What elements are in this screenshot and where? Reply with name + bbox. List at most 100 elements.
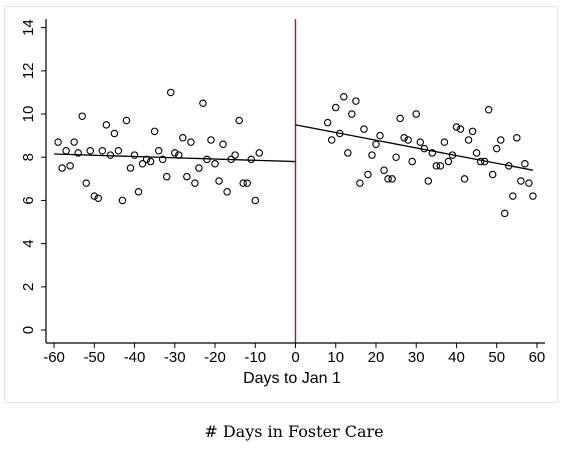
data-point — [436, 162, 445, 170]
data-point — [58, 164, 66, 172]
x-tick-label: 20 — [368, 349, 385, 366]
y-tick-label: 4 — [20, 239, 37, 247]
data-point — [380, 166, 388, 174]
data-point — [162, 172, 171, 181]
fit-lines — [54, 124, 534, 171]
data-point — [74, 149, 82, 157]
data-point — [404, 136, 412, 144]
data-point — [412, 110, 420, 118]
x-tick-label: 40 — [448, 349, 465, 366]
data-point — [158, 155, 167, 164]
data-point — [492, 144, 501, 153]
data-point — [231, 151, 239, 159]
data-point — [344, 149, 352, 157]
x-tick-label: -20 — [204, 349, 226, 366]
y-tick-label: 2 — [20, 283, 37, 291]
data-point — [472, 149, 481, 157]
data-point — [525, 179, 533, 187]
x-tick-label: 0 — [291, 349, 299, 366]
x-tick-label: -50 — [83, 349, 105, 366]
data-point — [82, 179, 90, 187]
data-point — [323, 118, 332, 127]
data-point — [114, 147, 123, 155]
data-point — [122, 116, 131, 125]
data-point — [488, 170, 497, 179]
data-point — [513, 134, 521, 142]
data-point — [219, 140, 227, 149]
data-point — [440, 138, 449, 146]
data-point — [340, 93, 348, 101]
data-point — [215, 177, 223, 185]
data-point — [187, 138, 195, 146]
data-point — [94, 194, 103, 203]
data-point — [480, 157, 489, 166]
data-point — [424, 177, 433, 185]
x-tick-label: 10 — [327, 349, 344, 366]
x-axis-title: Days to Jan 1 — [243, 370, 341, 387]
data-point — [456, 125, 465, 133]
data-point — [54, 138, 62, 146]
data-point — [126, 164, 135, 172]
data-point — [191, 179, 199, 187]
data-point — [348, 110, 356, 118]
data-point — [392, 153, 400, 161]
data-point — [227, 155, 235, 164]
data-point — [336, 129, 344, 138]
fit-line — [295, 124, 534, 171]
y-tick-label: 0 — [20, 326, 37, 334]
data-point — [420, 144, 429, 153]
x-tick-label: 60 — [529, 349, 546, 366]
data-point — [360, 125, 368, 133]
data-point — [400, 134, 408, 142]
chart-frame — [4, 6, 558, 403]
data-point — [448, 151, 457, 159]
data-point — [468, 127, 477, 136]
data-point — [428, 149, 437, 157]
data-point — [372, 140, 380, 149]
data-point — [102, 121, 111, 129]
data-point — [408, 157, 416, 166]
data-point — [243, 179, 251, 187]
y-axis: 0 2 4 6 8 10 12 14 — [20, 19, 47, 343]
data-point — [327, 136, 336, 144]
data-point — [352, 97, 360, 105]
data-point — [384, 175, 392, 183]
x-tick-label: -30 — [164, 349, 186, 366]
data-point — [118, 196, 127, 205]
data-point — [517, 177, 525, 185]
data-point — [464, 136, 473, 144]
data-point — [223, 188, 231, 196]
data-point — [331, 103, 340, 112]
data-point — [505, 162, 513, 170]
data-point — [146, 157, 155, 166]
data-point — [134, 188, 143, 196]
data-point — [251, 196, 260, 205]
y-tick-label: 8 — [20, 153, 37, 161]
data-points — [54, 88, 537, 218]
data-point — [183, 172, 191, 181]
data-point — [90, 192, 99, 200]
data-point — [356, 179, 364, 187]
data-point — [368, 151, 376, 159]
y-tick-label: 12 — [20, 62, 37, 79]
data-point — [452, 123, 461, 131]
data-point — [235, 116, 243, 125]
x-tick-label: -10 — [244, 349, 266, 366]
data-point — [86, 147, 95, 155]
data-point — [78, 112, 86, 120]
fit-line — [54, 153, 296, 163]
data-point — [179, 134, 187, 142]
x-tick-label: -60 — [43, 349, 65, 366]
y-tick-label: 14 — [20, 19, 37, 36]
data-point — [203, 155, 211, 164]
data-point — [239, 179, 247, 187]
y-tick-label: 6 — [20, 196, 37, 204]
data-point — [130, 151, 139, 159]
data-point — [211, 159, 219, 168]
data-point — [150, 127, 159, 136]
data-point — [396, 114, 404, 123]
data-point — [199, 99, 207, 107]
data-point — [476, 157, 485, 166]
data-point — [416, 138, 424, 146]
data-point — [175, 151, 183, 159]
